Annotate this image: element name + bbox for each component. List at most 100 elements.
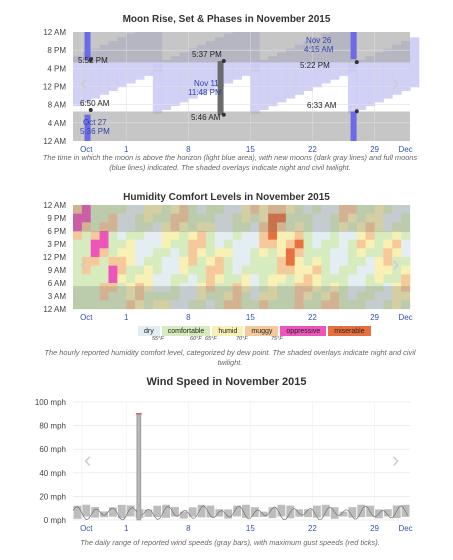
humidity-cell — [81, 283, 92, 292]
humidity-cell — [374, 222, 384, 232]
humidity-cell — [81, 205, 92, 214]
humidity-cell — [143, 222, 154, 232]
humidity-cell — [294, 248, 304, 258]
humidity-cell — [312, 300, 322, 310]
humidity-next-arrow[interactable]: › — [392, 251, 399, 276]
humidity-cell — [152, 205, 162, 214]
humidity-cell — [81, 248, 92, 258]
humidity-cell — [392, 300, 402, 310]
wind-y-tick-label: 100 mph — [35, 398, 66, 407]
moon-annotation-4: 5:22 PM — [300, 61, 330, 70]
wind-range-bar — [304, 509, 312, 518]
moon-y-tick-label: 8 PM — [47, 46, 66, 55]
humidity-cell — [356, 205, 366, 214]
wind-range-bar — [162, 504, 171, 518]
humidity-cell — [241, 300, 251, 310]
humidity-cell — [117, 265, 127, 275]
humidity-cell — [276, 257, 287, 266]
moonrise-dot — [88, 107, 93, 112]
humidity-prev-arrow[interactable]: ‹ — [80, 251, 87, 276]
humidity-cell — [294, 222, 304, 232]
humidity-cell — [330, 239, 340, 249]
wind-x-tick-label: 22 — [308, 524, 317, 533]
humidity-cell — [108, 205, 118, 214]
humidity-cell — [161, 248, 171, 258]
humidity-cell — [321, 265, 331, 275]
humidity-cell — [276, 265, 287, 275]
humidity-cell — [214, 248, 225, 258]
humidity-cell — [206, 274, 216, 284]
humidity-cell — [330, 257, 340, 266]
moon-next-arrow[interactable]: › — [392, 70, 399, 95]
humidity-cell — [90, 274, 100, 284]
wind-x-tick-label: Oct — [80, 524, 93, 533]
humidity-x-tick-label: 8 — [186, 313, 191, 322]
moonrise-dot — [354, 109, 359, 114]
humidity-cell — [232, 300, 242, 310]
humidity-cell — [99, 274, 109, 284]
wind-range-bar — [73, 505, 82, 519]
humidity-cell — [143, 274, 154, 284]
humidity-cell — [241, 257, 251, 266]
humidity-cell — [365, 239, 375, 249]
wind-range-bar — [197, 504, 206, 518]
moon-prev-arrow[interactable]: ‹ — [80, 70, 87, 95]
humidity-cell — [330, 205, 340, 214]
humidity-cell — [285, 291, 296, 301]
humidity-cell — [321, 205, 331, 214]
humidity-cell — [250, 291, 260, 301]
moon-up-band — [374, 52, 384, 103]
humidity-cell — [356, 231, 366, 240]
humidity-cell — [339, 205, 349, 214]
humidity-cell — [276, 283, 287, 292]
humidity-cell — [126, 300, 136, 310]
humidity-cell — [232, 274, 242, 284]
moon-annotation-8: 5:46 AM — [191, 113, 221, 122]
humidity-cell — [197, 300, 207, 310]
humidity-cell — [126, 265, 136, 275]
humidity-cell — [374, 213, 384, 223]
humidity-cell — [170, 231, 180, 240]
humidity-cell — [250, 283, 260, 292]
humidity-cell — [401, 274, 411, 284]
wind-next-arrow[interactable]: › — [392, 447, 399, 472]
humidity-cell — [135, 291, 145, 301]
humidity-cell — [214, 274, 225, 284]
wind-range-bar — [339, 511, 348, 517]
humidity-cell — [356, 239, 366, 249]
humidity-cell — [312, 205, 322, 214]
humidity-cell — [135, 265, 145, 275]
humidity-cell — [188, 257, 198, 266]
humidity-cell — [339, 274, 349, 284]
humidity-cell — [294, 257, 304, 266]
humidity-cell — [152, 231, 162, 240]
humidity-cell — [188, 248, 198, 258]
humidity-cell — [401, 222, 411, 232]
humidity-cell — [330, 291, 340, 301]
humidity-cell — [365, 231, 375, 240]
moon-panel: Moon Rise, Set & Phases in November 2015… — [0, 0, 453, 180]
humidity-cell — [383, 205, 393, 214]
humidity-cell — [285, 274, 296, 284]
humidity-cell — [214, 265, 225, 275]
legend-item-humid: humid — [211, 325, 245, 337]
moon-up-band — [356, 60, 367, 110]
moon-up-band — [152, 63, 163, 114]
humidity-cell — [99, 257, 109, 266]
humidity-cell — [285, 265, 296, 275]
moonset-dot — [221, 58, 226, 63]
humidity-cell — [268, 213, 278, 223]
humidity-cell — [143, 248, 154, 258]
humidity-cell — [214, 291, 225, 301]
humidity-cell — [170, 300, 180, 310]
humidity-cell — [223, 222, 233, 232]
humidity-cell — [81, 213, 92, 223]
humidity-cell — [268, 231, 278, 240]
humidity-cell — [170, 239, 180, 249]
humidity-cell — [161, 265, 171, 275]
humidity-y-tick-label: 9 PM — [47, 214, 66, 223]
humidity-cell — [356, 257, 366, 266]
wind-range-bar — [171, 507, 179, 517]
wind-prev-arrow[interactable]: ‹ — [84, 447, 91, 472]
